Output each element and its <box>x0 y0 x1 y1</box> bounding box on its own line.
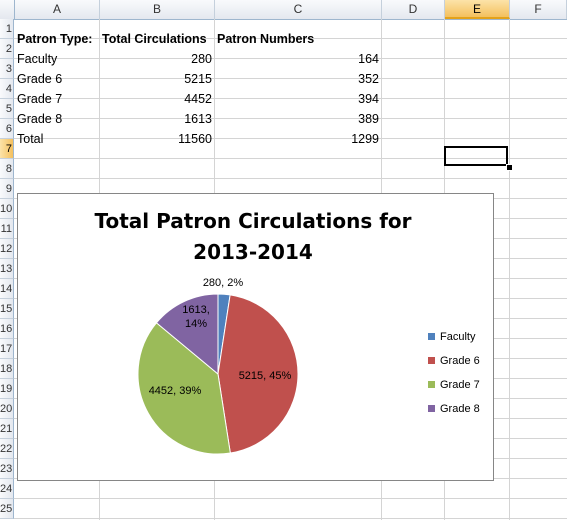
column-header-d[interactable]: D <box>382 0 445 19</box>
cell-b5[interactable]: 1613 <box>184 112 212 126</box>
row-header-23[interactable]: 23 <box>0 459 14 479</box>
row-header-1[interactable]: 1 <box>0 19 14 39</box>
row-header-18[interactable]: 18 <box>0 359 14 379</box>
gridline <box>14 98 567 99</box>
column-header-b[interactable]: B <box>100 0 215 19</box>
cell-c6[interactable]: 1299 <box>351 132 379 146</box>
legend-label: Faculty <box>440 331 476 343</box>
pie-slice-grade-8[interactable] <box>155 293 219 376</box>
row-header-19[interactable]: 19 <box>0 379 14 399</box>
legend-item-grade-8[interactable]: Grade 8 <box>428 402 480 416</box>
legend-label: Grade 6 <box>440 355 480 367</box>
row-header-9[interactable]: 9 <box>0 179 14 199</box>
row-header-5[interactable]: 5 <box>0 99 14 119</box>
gridline <box>14 158 567 159</box>
gridline <box>14 518 567 519</box>
row-header-4[interactable]: 4 <box>0 79 14 99</box>
row-header-21[interactable]: 21 <box>0 419 14 439</box>
legend-swatch <box>428 356 435 364</box>
pie-chart[interactable]: Total Patron Circulations for 2013-2014 … <box>17 193 494 481</box>
pie-slice-grade-7[interactable] <box>137 322 231 455</box>
legend-swatch <box>428 404 435 412</box>
cell-c2[interactable]: 164 <box>358 52 379 66</box>
pie-plot-area <box>137 293 299 455</box>
gridline <box>14 498 567 499</box>
legend-item-grade-7[interactable]: Grade 7 <box>428 378 480 392</box>
column-header-f[interactable]: F <box>510 0 567 19</box>
active-cell-e7[interactable] <box>444 146 508 166</box>
row-header-3[interactable]: 3 <box>0 59 14 79</box>
row-header-22[interactable]: 22 <box>0 439 14 459</box>
row-header-2[interactable]: 2 <box>0 39 14 59</box>
cell-b3[interactable]: 5215 <box>184 72 212 86</box>
column-header-e[interactable]: E <box>445 0 510 19</box>
cell-a5[interactable]: Grade 8 <box>17 112 63 126</box>
cell-b1[interactable]: Total Circulations <box>102 32 207 46</box>
cell-c5[interactable]: 389 <box>358 112 379 126</box>
row-header-12[interactable]: 12 <box>0 239 14 259</box>
row-header-24[interactable]: 24 <box>0 479 14 499</box>
cell-c1[interactable]: Patron Numbers <box>217 32 315 46</box>
column-header-bar <box>0 0 567 20</box>
cell-a6[interactable]: Total <box>17 132 44 146</box>
cell-a4[interactable]: Grade 7 <box>17 92 63 106</box>
cell-c4[interactable]: 394 <box>358 92 379 106</box>
row-header-10[interactable]: 10 <box>0 199 14 219</box>
gridline <box>14 58 567 59</box>
data-label-grade-6[interactable]: 5215, 45% <box>238 370 292 382</box>
row-header-6[interactable]: 6 <box>0 119 14 139</box>
pie-slice-grade-6[interactable] <box>217 294 299 454</box>
fill-handle[interactable] <box>506 164 513 171</box>
cell-a2[interactable]: Faculty <box>17 52 58 66</box>
chart-title[interactable]: Total Patron Circulations for 2013-2014 <box>94 209 412 264</box>
data-label-grade-7[interactable]: 4452, 39% <box>148 385 202 397</box>
legend-label: Grade 8 <box>440 403 480 415</box>
cell-c3[interactable]: 352 <box>358 72 379 86</box>
row-header-17[interactable]: 17 <box>0 339 14 359</box>
legend-item-faculty[interactable]: Faculty <box>428 330 475 344</box>
row-header-7[interactable]: 7 <box>0 139 14 159</box>
legend-swatch <box>428 332 435 340</box>
column-header-c[interactable]: C <box>215 0 382 19</box>
select-all-corner[interactable] <box>0 0 15 19</box>
row-header-14[interactable]: 14 <box>0 279 14 299</box>
cell-a1[interactable]: Patron Type: <box>17 32 93 46</box>
gridline <box>509 19 510 520</box>
cell-b6[interactable]: 11560 <box>178 132 212 146</box>
gridline <box>14 178 567 179</box>
row-header-16[interactable]: 16 <box>0 319 14 339</box>
cell-b4[interactable]: 4452 <box>184 92 212 106</box>
legend-swatch <box>428 380 435 388</box>
data-label-grade-8[interactable]: 1613, 14% <box>182 304 210 330</box>
row-header-15[interactable]: 15 <box>0 299 14 319</box>
gridline <box>14 118 567 119</box>
data-label-faculty[interactable]: 280, 2% <box>202 277 244 289</box>
row-header-13[interactable]: 13 <box>0 259 14 279</box>
legend-item-grade-6[interactable]: Grade 6 <box>428 354 480 368</box>
row-header-11[interactable]: 11 <box>0 219 14 239</box>
cell-b2[interactable]: 280 <box>191 52 212 66</box>
gridline <box>14 78 567 79</box>
gridline <box>14 38 567 39</box>
gridline <box>14 138 567 139</box>
column-header-a[interactable]: A <box>15 0 100 19</box>
row-header-25[interactable]: 25 <box>0 499 14 519</box>
legend-label: Grade 7 <box>440 379 480 391</box>
row-header-8[interactable]: 8 <box>0 159 14 179</box>
cell-a3[interactable]: Grade 6 <box>17 72 63 86</box>
row-header-20[interactable]: 20 <box>0 399 14 419</box>
